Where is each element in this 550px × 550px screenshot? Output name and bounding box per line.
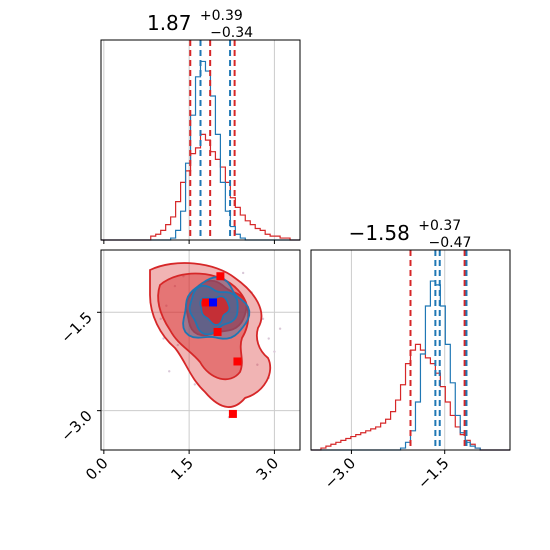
scatter-point — [182, 275, 185, 278]
frame-right — [310, 249, 511, 451]
title-param0: 1.87 +0.39 −0.34 — [147, 1, 253, 41]
scatter-point — [273, 350, 276, 353]
histogram-red-param0 — [101, 133, 300, 241]
scatter-point — [256, 363, 259, 366]
xtick-label-param0-2: 3.0 — [253, 454, 283, 484]
histogram-param1-panel — [310, 249, 511, 454]
xtick-label-param0-0: 0.0 — [82, 454, 112, 484]
marker-red-3 — [233, 357, 242, 366]
scatter-point — [165, 304, 168, 307]
xtick-label-param0-1: 1.5 — [167, 454, 197, 484]
ytick-label-joint-1: −3.0 — [57, 407, 95, 445]
scatter-point — [241, 271, 245, 275]
scatter-point — [193, 383, 197, 386]
xtick-label-param1-0: −3.0 — [321, 454, 359, 492]
frame-joint — [100, 249, 301, 451]
frame-top — [100, 39, 301, 241]
scatter-point — [267, 337, 270, 340]
scatter-point — [176, 343, 179, 347]
scatter-point — [162, 337, 165, 340]
scatter-point — [261, 317, 265, 321]
ytick-label-joint-0: −1.5 — [57, 308, 95, 346]
histogram-param0-panel — [100, 39, 301, 244]
scatter-point — [168, 370, 171, 373]
title-param1: −1.58 +0.37 −0.47 — [349, 211, 472, 251]
scatter-point — [278, 327, 282, 330]
marker-blue — [209, 298, 218, 307]
marker-red-1 — [202, 298, 211, 307]
marker-red-0 — [216, 272, 225, 281]
scatter-point — [159, 317, 162, 321]
scatter-point — [173, 284, 177, 288]
marker-red-4 — [228, 409, 237, 418]
xtick-label-param1-1: −1.5 — [414, 454, 452, 492]
marker-red-2 — [213, 327, 222, 336]
joint-distribution-panel — [97, 249, 301, 454]
